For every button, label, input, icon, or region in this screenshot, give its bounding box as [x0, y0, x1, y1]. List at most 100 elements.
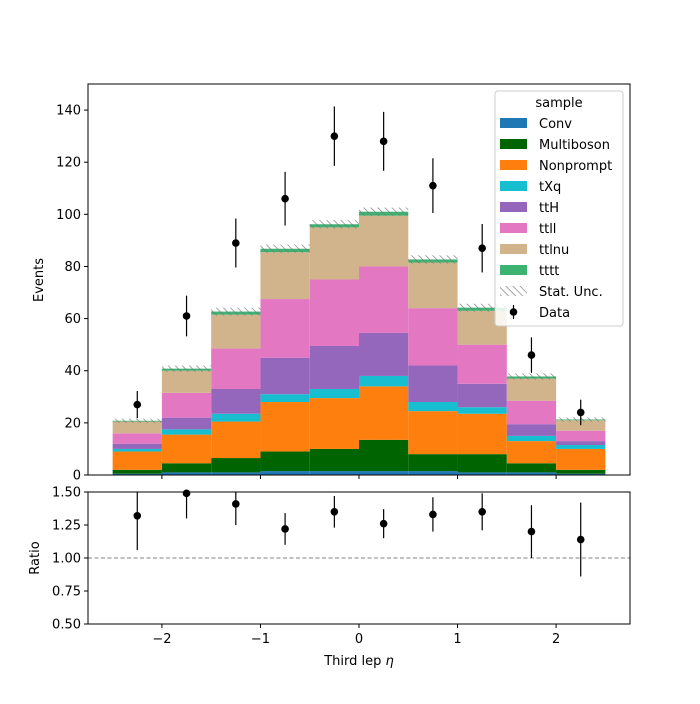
ratio-axis-ticks: 0.50 0.75 1.00 1.25 1.50 −2 −1 0 1 2	[52, 486, 560, 648]
ratio-xticklabel-3: 1	[453, 632, 461, 647]
bar-multiboson-bin-7	[457, 454, 507, 473]
bar-ttll-bin-2	[211, 348, 261, 389]
stat-unc-bin-2	[211, 307, 261, 316]
xlabel-text: Third lep	[323, 654, 385, 669]
main-yticklabel-4: 80	[64, 260, 81, 275]
legend-swatch-ttll	[500, 223, 527, 233]
stat-unc-bin-1	[161, 365, 212, 372]
bar-multiboson-bin-8	[506, 463, 557, 473]
bar-ttll-bin-5	[359, 266, 409, 333]
bar-multiboson-bin-3	[260, 451, 310, 472]
stat-unc-bin-5	[359, 207, 409, 216]
xlabel-eta-symbol: η	[386, 654, 394, 669]
bar-nonprompt-bin-4	[309, 398, 359, 449]
main-yticklabel-5: 100	[56, 208, 81, 223]
bar-nonprompt-bin-0	[112, 451, 162, 470]
data-point-2	[232, 239, 240, 247]
bar-conv-bin-0	[112, 473, 162, 475]
bar-txq-bin-3	[260, 394, 310, 403]
bar-tth-bin-6	[408, 365, 458, 403]
bar-multiboson-bin-5	[359, 439, 409, 472]
bar-ttlnu-bin-9	[556, 420, 606, 431]
ratio-yticklabel-1: 0.75	[52, 585, 81, 600]
legend-swatch-txq	[500, 181, 527, 191]
bar-tth-bin-8	[506, 424, 557, 436]
legend-label-tth: ttH	[539, 201, 559, 216]
legend-swatch-multiboson	[500, 139, 527, 149]
bar-ttlnu-bin-1	[161, 370, 212, 393]
main-ylabel: Events	[32, 258, 47, 302]
bar-multiboson-bin-2	[211, 458, 261, 473]
data-point-5	[379, 137, 388, 146]
bar-conv-bin-9	[556, 473, 606, 475]
data-point-1	[182, 312, 191, 320]
ratio-point-3	[281, 525, 289, 533]
stat-unc-bin-8	[506, 373, 557, 380]
bar-conv-bin-1	[161, 472, 212, 475]
bar-ttlnu-bin-5	[359, 215, 409, 267]
ratio-point-4	[330, 508, 339, 516]
ratio-ylabel: Ratio	[28, 541, 43, 574]
bar-ttlnu-bin-0	[112, 421, 162, 434]
bar-nonprompt-bin-3	[260, 402, 310, 452]
bar-nonprompt-bin-9	[556, 448, 606, 470]
bar-conv-bin-5	[359, 471, 409, 475]
legend-title: sample	[535, 96, 582, 111]
bar-multiboson-bin-1	[161, 463, 212, 473]
data-point-7	[478, 244, 486, 253]
stat-unc-bin-7	[457, 303, 507, 312]
legend-swatch-ttlnu	[500, 244, 527, 254]
main-yticklabel-7: 140	[56, 104, 81, 119]
ratio-xticklabel-4: 2	[552, 632, 560, 647]
legend-label-tttt: tttt	[539, 264, 559, 279]
bar-tth-bin-7	[457, 383, 507, 408]
stat-unc-bin-0	[112, 418, 162, 423]
bar-ttlnu-bin-2	[211, 314, 261, 349]
data-point-9	[576, 408, 585, 417]
bar-nonprompt-bin-8	[506, 441, 557, 464]
legend-swatch-conv	[500, 118, 527, 128]
bar-ttll-bin-4	[309, 279, 359, 346]
bar-txq-bin-1	[161, 429, 212, 435]
bar-ttlnu-bin-6	[408, 262, 458, 309]
legend-swatch-tttt	[500, 265, 527, 275]
main-yticklabel-2: 40	[64, 364, 81, 379]
bar-tth-bin-3	[260, 357, 310, 395]
ratio-yticklabel-0: 0.50	[52, 618, 81, 633]
ratio-yticklabel-4: 1.50	[52, 486, 81, 501]
ratio-xticklabel-0: −2	[152, 632, 171, 647]
bar-nonprompt-bin-1	[161, 434, 212, 464]
bar-conv-bin-7	[457, 472, 507, 475]
legend-swatch-stat-unc	[500, 286, 527, 296]
stat-unc-bin-6	[408, 255, 458, 264]
bar-tth-bin-2	[211, 388, 261, 414]
stat-unc-bin-4	[309, 220, 359, 229]
ratio-point-6	[429, 510, 437, 519]
ratio-xticklabel-1: −1	[251, 632, 270, 647]
legend: sample Conv Multiboson Nonprompt tXq ttH ttll…	[494, 90, 624, 327]
bar-ttll-bin-6	[408, 308, 458, 366]
bar-conv-bin-2	[211, 472, 261, 475]
bar-multiboson-bin-6	[408, 454, 458, 472]
legend-items: Conv Multiboson Nonprompt tXq ttH ttll ttlnu tt…	[500, 117, 612, 321]
ratio-yticklabel-3: 1.25	[52, 519, 81, 534]
bar-conv-bin-4	[309, 471, 359, 475]
data-point-6	[429, 181, 437, 190]
ratio-point-7	[478, 508, 486, 516]
bar-ttlnu-bin-3	[260, 252, 310, 300]
bar-txq-bin-7	[457, 407, 507, 414]
main-yticklabel-6: 120	[56, 156, 81, 171]
legend-label-multiboson: Multiboson	[539, 138, 610, 153]
ratio-point-0	[133, 511, 142, 520]
bar-multiboson-bin-4	[309, 448, 359, 472]
bar-nonprompt-bin-5	[359, 386, 409, 440]
bar-txq-bin-9	[556, 445, 606, 449]
bar-ttll-bin-7	[457, 344, 507, 384]
bar-ttlnu-bin-4	[309, 227, 359, 280]
bar-nonprompt-bin-7	[457, 413, 507, 455]
ratio-yticklabel-2: 1.00	[52, 552, 81, 567]
bar-ttll-bin-3	[260, 299, 310, 358]
legend-label-stat-unc: Stat. Unc.	[539, 285, 603, 300]
